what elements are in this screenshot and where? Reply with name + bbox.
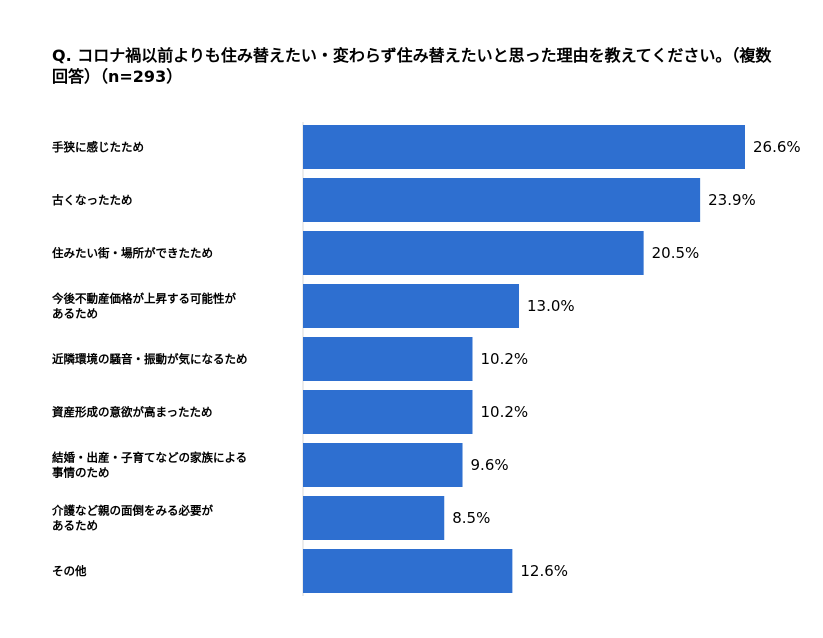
bar-6	[303, 390, 473, 434]
bar-5	[303, 337, 473, 381]
chart-title: Q. コロナ禍以前よりも住み替えたい・変わらず住み替えたいと思った理由を教えてく…	[52, 46, 772, 86]
bar-4	[303, 284, 520, 328]
value-label-8: 8.5%	[452, 509, 490, 527]
value-label-1: 26.6%	[753, 138, 801, 156]
bar-2	[303, 178, 701, 222]
bar-8	[303, 496, 445, 540]
category-label-7: 結婚・出産・子育てなどの家族による事情のため	[52, 451, 247, 480]
category-label-8: 介護など親の面倒をみる必要があるため	[51, 504, 213, 533]
category-label-9: その他	[52, 564, 87, 578]
category-label-5: 近隣環境の騒音・振動が気になるため	[52, 352, 248, 366]
category-label-6: 資産形成の意欲が高まったため	[52, 405, 213, 419]
bar-1	[303, 125, 745, 169]
bar-3	[303, 231, 644, 275]
bar-7	[303, 443, 463, 487]
value-label-3: 20.5%	[652, 244, 700, 262]
value-label-5: 10.2%	[480, 350, 528, 368]
category-label-2: 古くなったため	[52, 193, 133, 207]
category-label-3: 住みたい街・場所ができたため	[52, 246, 213, 260]
category-label-4: 今後不動産価格が上昇する可能性があるため	[51, 292, 236, 321]
value-label-2: 23.9%	[708, 191, 756, 209]
value-label-9: 12.6%	[520, 562, 568, 580]
value-label-6: 10.2%	[480, 403, 528, 421]
bar-9	[303, 549, 513, 593]
category-label-1: 手狭に感じたため	[52, 140, 144, 154]
value-label-7: 9.6%	[471, 456, 509, 474]
value-label-4: 13.0%	[527, 297, 575, 315]
